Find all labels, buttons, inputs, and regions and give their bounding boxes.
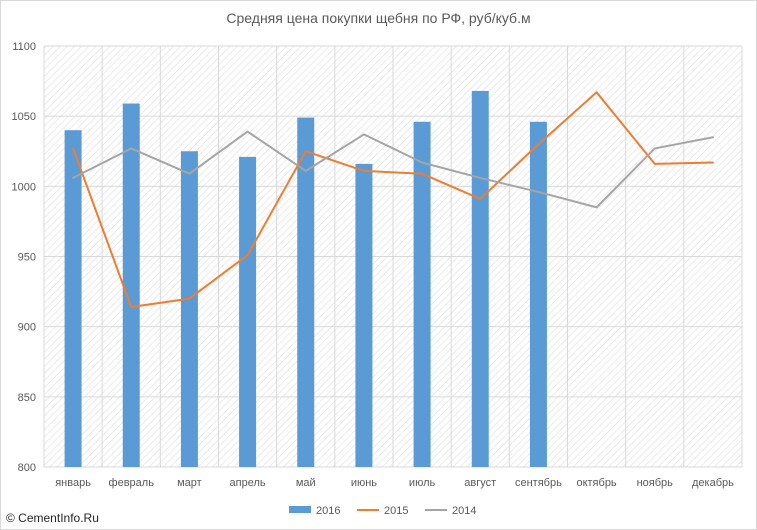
legend-label-2015: 2015	[384, 505, 408, 517]
y-tick-label-1050: 1050	[12, 111, 36, 123]
y-tick-label-950: 950	[18, 252, 36, 264]
x-axis: январь февраль март апрель май июнь июль август…	[55, 477, 734, 489]
line-2014	[72, 130, 714, 209]
legend-label-2014: 2014	[452, 505, 476, 517]
bar-2016-4	[239, 156, 257, 467]
x-tick-label-8: август	[464, 477, 496, 489]
gridlines	[43, 45, 743, 468]
bar-2016-5	[297, 117, 315, 467]
y-tick-label-1100: 1100	[12, 41, 36, 53]
bar-2016-8	[471, 90, 489, 467]
bar-2016-7	[413, 121, 431, 467]
legend: 2016 2015 2014	[289, 505, 476, 517]
x-tick-label-3: март	[177, 477, 202, 489]
x-tick-label-12: декабрь	[692, 477, 734, 489]
x-tick-label-2: февраль	[109, 477, 155, 489]
y-axis: 800 850 900 950 1000 1050 1100	[12, 41, 36, 474]
watermark: © CementInfo.Ru	[6, 511, 99, 525]
y-tick-label-850: 850	[18, 392, 36, 404]
bar-2016-3	[180, 151, 198, 467]
y-tick-label-900: 900	[18, 322, 36, 334]
chart-title: Средняя цена покупки щебня по РФ, руб/ку…	[226, 10, 531, 26]
x-tick-label-1: январь	[55, 477, 91, 489]
x-tick-label-11: ноябрь	[637, 477, 674, 489]
bar-2016-6	[355, 163, 373, 467]
legend-swatch-2016	[289, 506, 311, 513]
line-series	[72, 91, 714, 309]
line-2015	[72, 91, 714, 309]
x-tick-label-6: июнь	[351, 477, 377, 489]
bar-2016-1	[64, 130, 82, 467]
x-tick-label-5: май	[296, 477, 316, 489]
bar-2016-2	[122, 103, 140, 467]
y-tick-label-1000: 1000	[12, 181, 36, 193]
legend-label-2016: 2016	[316, 505, 340, 517]
bar-series	[64, 90, 547, 467]
bar-2016-9	[529, 121, 547, 467]
x-tick-label-4: апрель	[230, 477, 266, 489]
x-tick-label-7: июль	[409, 477, 436, 489]
x-tick-label-10: октябрь	[576, 477, 616, 489]
y-tick-label-800: 800	[18, 462, 36, 474]
x-tick-label-9: сентябрь	[515, 477, 562, 489]
